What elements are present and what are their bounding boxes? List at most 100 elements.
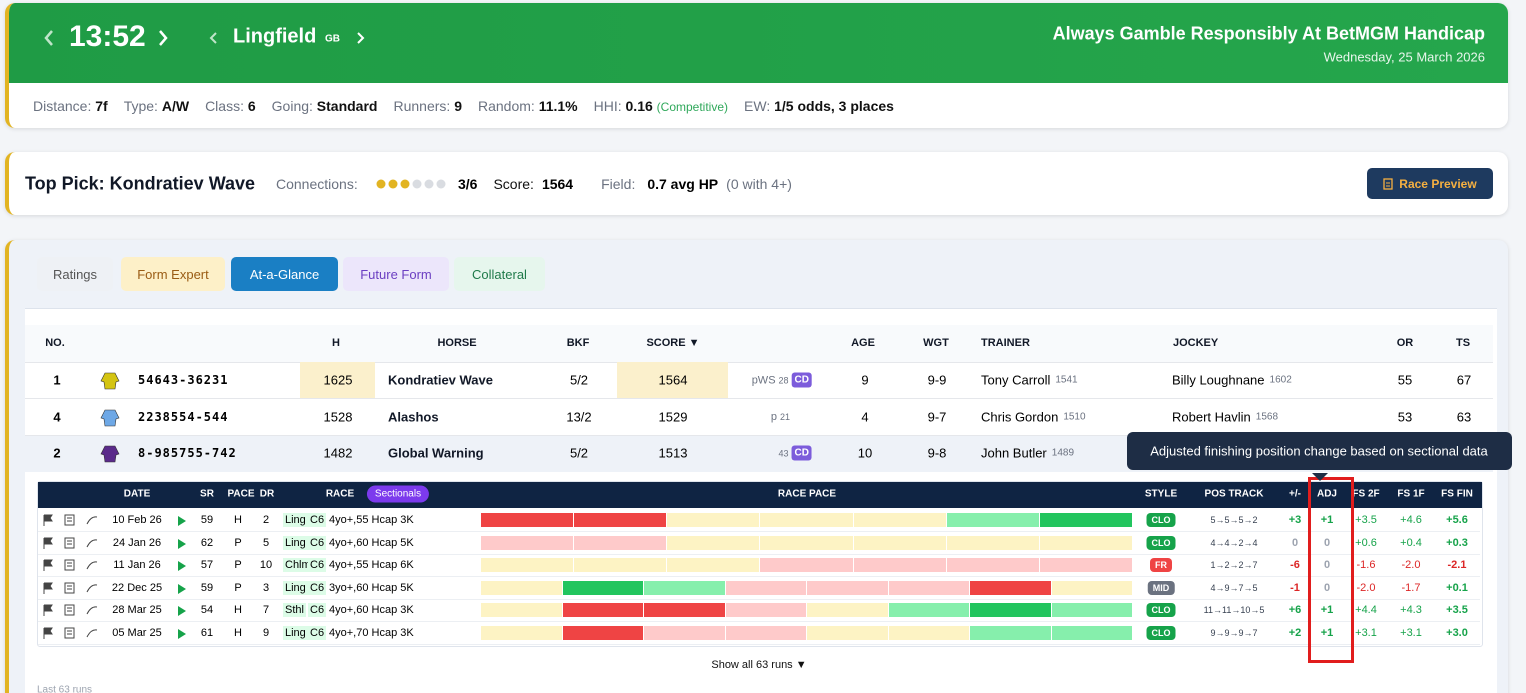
race-time: 13:52 xyxy=(69,20,146,53)
pace-segment xyxy=(970,580,1051,595)
column-header[interactable]: JOCKEY xyxy=(1173,337,1219,349)
sr: 59 xyxy=(200,514,214,526)
class: C6 xyxy=(308,535,327,550)
row-divider xyxy=(38,621,1480,623)
row-divider xyxy=(38,598,1480,600)
play-button[interactable] xyxy=(177,627,187,639)
column-header[interactable]: TS xyxy=(1455,337,1471,349)
diff: +2 xyxy=(1288,627,1302,639)
column-header[interactable]: H xyxy=(332,337,340,349)
column-header[interactable]: AGE xyxy=(851,337,875,349)
column-header: POS TRACK xyxy=(1204,488,1264,500)
runner-number: 2 xyxy=(53,445,61,461)
pace-segment xyxy=(644,580,725,595)
tab[interactable]: At-a-Glance xyxy=(231,257,338,291)
style-badge: FR xyxy=(1150,558,1172,573)
fs1: -1.7 xyxy=(1401,581,1421,594)
pos-track: 5→5→5→2 xyxy=(1210,515,1258,525)
diff: 0 xyxy=(1291,536,1299,549)
silk xyxy=(99,369,121,391)
row-icons[interactable] xyxy=(42,626,102,640)
pace-segment xyxy=(481,603,562,618)
tab[interactable]: Collateral xyxy=(454,257,545,291)
pace-segment xyxy=(562,626,643,640)
tab[interactable]: Form Expert xyxy=(121,257,225,291)
column-header: DATE xyxy=(123,488,151,500)
race-date: Wednesday, 25 March 2026 xyxy=(1323,49,1485,65)
h-rating: 1528 xyxy=(323,409,353,424)
pace-segment xyxy=(946,558,1039,573)
trainer: Tony Carroll 1541 xyxy=(981,373,1078,388)
sectionals-pill[interactable]: Sectionals xyxy=(366,485,430,503)
tab-label: Ratings xyxy=(52,266,98,282)
row-divider xyxy=(38,553,1480,555)
row-divider xyxy=(38,531,1480,532)
play-button[interactable] xyxy=(177,604,187,617)
info-value: 1/5 odds, 3 places xyxy=(774,98,894,114)
fs-fin: +5.6 xyxy=(1446,514,1468,526)
info-label: Class: xyxy=(205,98,244,114)
tooltip-bg xyxy=(1127,432,1512,470)
horse-name[interactable]: Alashos xyxy=(388,409,439,424)
info-item: Runners: 9 xyxy=(393,98,462,114)
info-label: HHI: xyxy=(593,98,622,114)
column-header: FS 2F xyxy=(1352,488,1380,500)
or: 55 xyxy=(1397,372,1413,388)
show-all-link[interactable]: Show all 63 runs ▼ xyxy=(711,659,807,671)
top-pick-title: Top Pick: Kondratiev Wave xyxy=(25,173,256,194)
pace-segment xyxy=(760,558,853,573)
column-header[interactable]: OR xyxy=(1396,337,1414,349)
info-value: Standard xyxy=(316,98,378,114)
nav-arrows[interactable] xyxy=(40,25,380,51)
trainer-name: Chris Gordon xyxy=(981,409,1059,424)
row-divider xyxy=(25,398,1493,399)
info-item: Type: A/W xyxy=(124,98,189,114)
pos-track: 4→9→7→5 xyxy=(1210,582,1258,593)
fs1: +4.6 xyxy=(1400,514,1422,526)
date: 11 Jan 26 xyxy=(113,559,161,572)
fs-fin: -2.1 xyxy=(1447,559,1467,572)
play-button[interactable] xyxy=(177,559,187,572)
row-icons[interactable] xyxy=(42,581,102,595)
country: GB xyxy=(325,33,340,45)
course: Sthl xyxy=(283,603,306,618)
play-button[interactable] xyxy=(177,537,187,549)
tab[interactable]: Ratings xyxy=(37,257,113,291)
row-icons[interactable] xyxy=(42,558,102,572)
play-button[interactable] xyxy=(177,582,187,594)
info-item: EW: 1/5 odds, 3 places xyxy=(744,98,894,114)
horse-name[interactable]: Kondratiev Wave xyxy=(388,372,493,388)
tab[interactable]: Future Form xyxy=(343,257,449,291)
adj: +1 xyxy=(1320,604,1334,617)
column-header[interactable]: NO. xyxy=(45,337,65,349)
sr: 61 xyxy=(200,627,214,639)
row-icons[interactable] xyxy=(42,536,102,550)
column-header[interactable]: SCORE ▼ xyxy=(646,337,700,349)
info-label: Distance: xyxy=(33,98,92,114)
fs-fin: +3.0 xyxy=(1446,627,1468,639)
date: 24 Jan 26 xyxy=(112,536,162,549)
pos-track: 1→2→2→7 xyxy=(1210,560,1258,571)
column-header[interactable]: TRAINER xyxy=(981,337,1030,349)
info-item: Class: 6 xyxy=(205,98,256,114)
course: Ling xyxy=(283,580,308,595)
column-header: DR xyxy=(259,488,275,500)
race-info: Distance: 7f Type: A/W Class: 6 Going: Stan… xyxy=(33,98,894,114)
pace-segment xyxy=(807,626,888,640)
tag-num: 21 xyxy=(779,411,790,422)
diff: -6 xyxy=(1290,559,1300,572)
highlight-cell xyxy=(300,362,375,399)
info-item: Random: 11.1% xyxy=(478,98,578,114)
play-button[interactable] xyxy=(177,514,187,526)
row-icons[interactable] xyxy=(42,603,102,617)
race-preview-button[interactable]: Race Preview xyxy=(1367,168,1493,199)
h-rating: 1625 xyxy=(323,372,353,388)
pace-segment xyxy=(1039,513,1132,527)
column-header[interactable]: WGT xyxy=(923,337,949,349)
horse-name[interactable]: Global Warning xyxy=(388,445,484,461)
bkf: 13/2 xyxy=(566,409,592,424)
column-header[interactable]: BKF xyxy=(566,337,590,349)
pos-track: 4→4→2→4 xyxy=(1210,537,1258,548)
row-icons[interactable] xyxy=(42,513,102,527)
column-header[interactable]: HORSE xyxy=(437,337,477,349)
